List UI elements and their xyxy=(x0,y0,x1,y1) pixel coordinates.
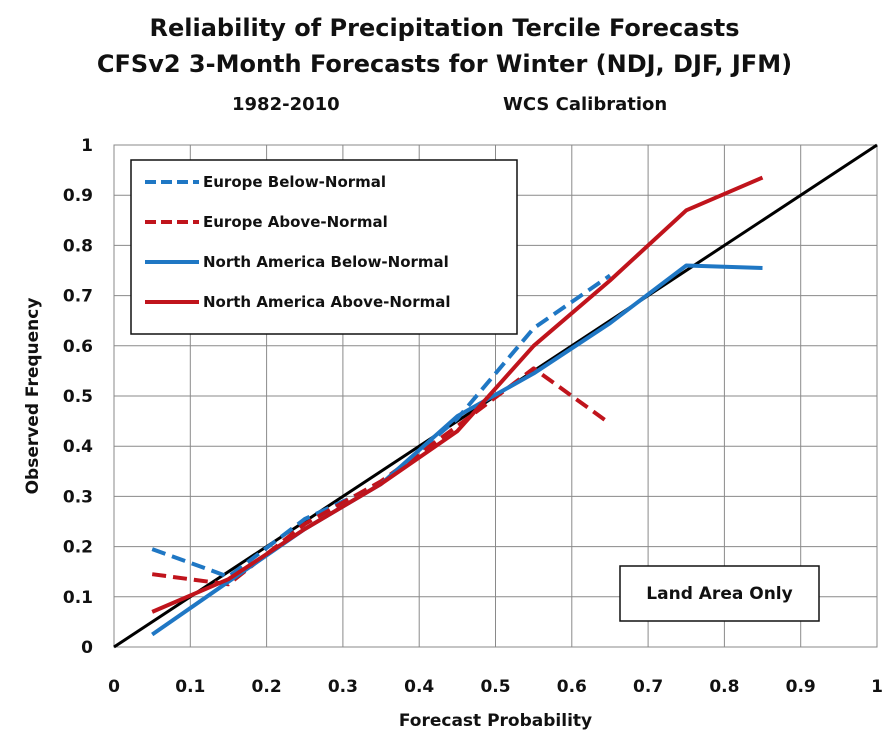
x-tick-label: 0.9 xyxy=(786,677,816,697)
legend-frame xyxy=(130,159,518,335)
legend-label-europe-above-normal: Europe Above-Normal xyxy=(203,213,388,231)
annotation-box: Land Area Only xyxy=(619,565,820,622)
series-layer xyxy=(113,143,878,649)
x-tick-label: 0.1 xyxy=(175,677,205,697)
series-north-america-above-normal xyxy=(151,175,764,614)
y-tick-label: 0.7 xyxy=(63,287,93,307)
y-tick-labels: 0 0.1 0.2 0.3 0.4 0.5 0.6 0.7 0.8 0.9 1 xyxy=(63,136,93,658)
legend: Europe Below-Normal Europe Above-Normal No… xyxy=(130,159,518,335)
x-tick-label: 0.8 xyxy=(709,677,739,697)
series-europe-above-normal xyxy=(151,366,612,587)
legend-label-north-america-above-normal: North America Above-Normal xyxy=(203,293,451,311)
y-tick-label: 1 xyxy=(81,136,93,156)
x-tick-label: 0.3 xyxy=(328,677,358,697)
x-tick-label: 0.6 xyxy=(557,677,587,697)
y-tick-label: 0.6 xyxy=(63,337,93,357)
x-tick-label: 0.7 xyxy=(633,677,663,697)
y-tick-label: 0.9 xyxy=(63,186,93,206)
y-tick-label: 0.3 xyxy=(63,487,93,507)
y-tick-label: 0.4 xyxy=(63,437,93,457)
x-tick-labels: 0 0.1 0.2 0.3 0.4 0.5 0.6 0.7 0.8 0.9 1 xyxy=(108,677,883,697)
x-tick-label: 0 xyxy=(108,677,120,697)
x-tick-label: 1 xyxy=(871,677,883,697)
annotation-text: Land Area Only xyxy=(646,584,792,604)
y-tick-label: 0.1 xyxy=(63,588,93,608)
chart-subtitle: CFSv2 3-Month Forecasts for Winter (NDJ,… xyxy=(96,50,793,78)
y-tick-label: 0.5 xyxy=(63,387,93,407)
x-tick-label: 0.2 xyxy=(252,677,282,697)
calibration-label: WCS Calibration xyxy=(503,94,668,115)
chart-title: Reliability of Precipitation Tercile For… xyxy=(149,14,740,42)
x-axis-label: Forecast Probability xyxy=(399,711,592,731)
period-label: 1982-2010 xyxy=(232,94,340,115)
legend-label-europe-below-normal: Europe Below-Normal xyxy=(203,173,386,191)
x-tick-label: 0.5 xyxy=(480,677,510,697)
legend-label-north-america-below-normal: North America Below-Normal xyxy=(203,253,449,271)
plot-area-border xyxy=(113,144,878,648)
y-tick-label: 0 xyxy=(81,638,93,658)
y-tick-label: 0.2 xyxy=(63,538,93,558)
x-tick-label: 0.4 xyxy=(404,677,434,697)
annotation-frame xyxy=(619,565,820,622)
y-axis-label: Observed Frequency xyxy=(23,298,43,495)
y-tick-label: 0.8 xyxy=(63,236,93,256)
